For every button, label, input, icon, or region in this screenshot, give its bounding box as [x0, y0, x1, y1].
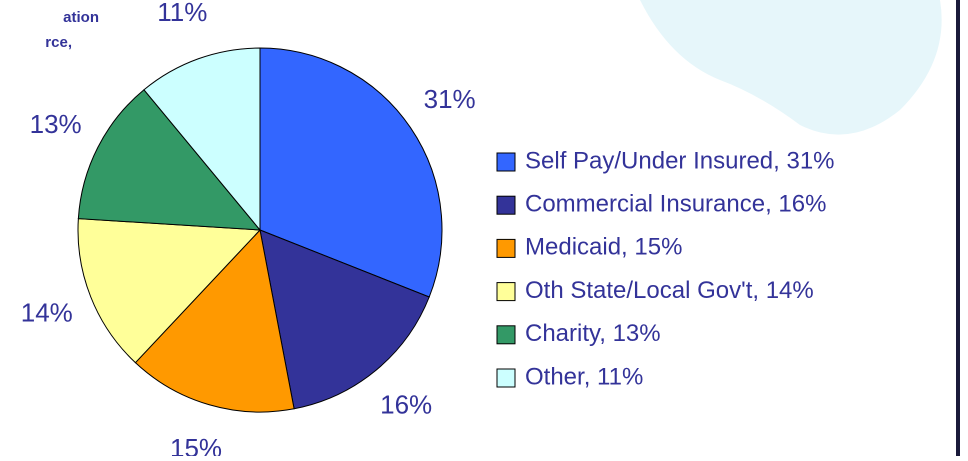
data-label: 31% — [424, 84, 476, 114]
pie-slice — [259, 47, 443, 298]
legend-label: Self Pay/Under Insured, 31% — [525, 147, 835, 174]
data-label: 11% — [157, 0, 207, 27]
title-fragment: rce, — [45, 34, 72, 51]
legend-label: Other, 11% — [525, 363, 643, 390]
data-label: 14% — [21, 297, 73, 327]
legend-label: Commercial Insurance, 16% — [525, 191, 826, 218]
legend-swatch — [496, 195, 516, 215]
legend-swatch — [496, 325, 516, 345]
data-label: 15% — [170, 433, 222, 456]
legend-swatch — [496, 152, 516, 172]
background-map — [640, 0, 942, 135]
legend-swatch — [496, 282, 516, 302]
pie-slice — [134, 228, 295, 413]
right-border — [956, 0, 960, 456]
data-label: 16% — [380, 390, 432, 420]
pie-slice — [77, 218, 262, 364]
data-label: 13% — [30, 109, 82, 139]
pie-slice — [143, 47, 261, 232]
legend-label: Charity, 13% — [525, 320, 661, 347]
pie-slice — [259, 229, 430, 410]
legend-label: Medicaid, 15% — [525, 234, 682, 261]
title-fragment: ation — [63, 9, 99, 26]
legend-swatch — [496, 368, 516, 388]
pie-slice — [77, 89, 262, 231]
legend-swatch — [496, 238, 516, 258]
legend-label: Oth State/Local Gov't, 14% — [525, 277, 814, 304]
